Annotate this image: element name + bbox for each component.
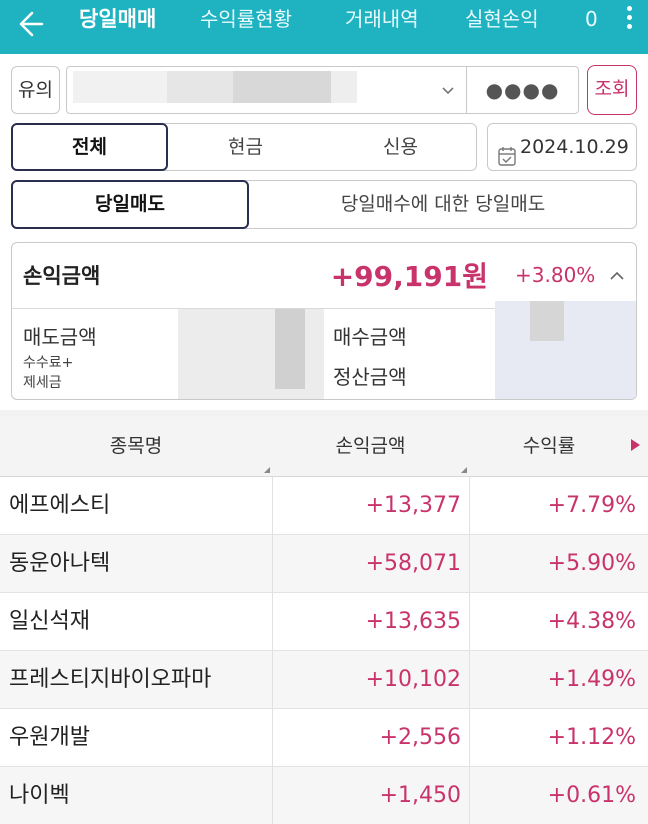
tab-cash[interactable]: 현금 [228, 136, 263, 158]
table-row[interactable]: 우원개발 +2,556 +1.12% [0, 709, 648, 767]
masked-account-number [73, 71, 168, 103]
pl-label: 손익금액 [23, 264, 101, 288]
tax-label: 제세금 [23, 375, 62, 391]
stock-name: 우원개발 [9, 725, 90, 750]
masked-buy-values [495, 301, 636, 399]
masked-buy-values [530, 301, 564, 341]
table-row[interactable]: 나이벡 +1,450 +0.61% [0, 767, 648, 824]
sell-amount-label: 매도금액 [23, 325, 97, 349]
summary-header[interactable]: 손익금액 +99,191원 +3.80% [12, 243, 636, 309]
chevron-down-icon[interactable] [441, 82, 455, 96]
sell-type-segment: 당일매도 당일매수에 대한 당일매도 [11, 180, 637, 229]
pl-amount: +99,191원 [330, 260, 488, 293]
search-button[interactable]: 조회 [587, 65, 637, 115]
calendar-icon [498, 137, 516, 166]
pl-amount-cell: +2,556 [272, 709, 462, 766]
tab-realized-pl[interactable]: 실현손익 [465, 7, 539, 31]
masked-sell-values [275, 309, 305, 389]
tab-today-sell-of-today-buy[interactable]: 당일매수에 대한 당일매도 [340, 193, 546, 215]
tab-today-trade[interactable]: 당일매매 [79, 7, 157, 31]
password-field[interactable]: ●●●● [466, 66, 579, 114]
tab-credit[interactable]: 신용 [383, 136, 418, 158]
sort-corner-icon [264, 467, 270, 473]
return-rate-cell: +1.49% [469, 651, 636, 708]
masked-account-number [167, 71, 233, 103]
masked-account-number [331, 71, 357, 103]
col-header-name[interactable]: 종목명 [0, 416, 272, 476]
buy-amount-label: 매수금액 [333, 325, 407, 349]
top-nav: 당일매매 수익률현황 거래내역 실현손익 0 [0, 0, 648, 54]
return-rate-cell: +4.38% [469, 593, 636, 650]
table-row[interactable]: 동운아나텍 +58,071 +5.90% [0, 535, 648, 593]
table-row[interactable]: 에프에스티 +13,377 +7.79% [0, 477, 648, 535]
settle-amount-label: 정산금액 [333, 365, 407, 389]
stock-name: 동운아나텍 [9, 551, 111, 576]
back-arrow-icon[interactable] [10, 6, 46, 42]
date-picker[interactable]: 2024.10.29 [487, 123, 637, 171]
stock-name: 에프에스티 [9, 493, 111, 518]
fee-label: 수수료+ [23, 355, 74, 371]
stock-name: 일신석재 [9, 609, 90, 634]
tab-trade-history[interactable]: 거래내역 [345, 7, 419, 31]
pl-amount-cell: +13,377 [272, 477, 462, 534]
pl-amount-cell: +13,635 [272, 593, 462, 650]
table-row[interactable]: 일신석재 +13,635 +4.38% [0, 593, 648, 651]
tab-all[interactable]: 전체 [11, 123, 168, 171]
tab-return-status[interactable]: 수익률현황 [200, 7, 292, 31]
sort-corner-icon [461, 467, 467, 473]
summary-card: 손익금액 +99,191원 +3.80% 매도금액 수수료+ 제세금 매수금액 … [11, 242, 637, 400]
table-header: 종목명 손익금액 수익률 [0, 416, 648, 477]
col-header-rate[interactable]: 수익률 [522, 435, 576, 457]
more-menu-icon[interactable] [619, 2, 639, 36]
tab-today-sell[interactable]: 당일매도 [11, 180, 249, 229]
pl-amount-cell: +58,071 [272, 535, 462, 592]
col-header-pl[interactable]: 손익금액 [272, 416, 469, 476]
masked-account-number [233, 71, 331, 103]
tab-more-partial[interactable]: 0 [585, 7, 598, 31]
table-row[interactable]: 프레스티지바이오파마 +10,102 +1.49% [0, 651, 648, 709]
date-value: 2024.10.29 [520, 136, 629, 158]
pl-amount-cell: +1,450 [272, 767, 462, 824]
return-rate-cell: +7.79% [469, 477, 636, 534]
account-select[interactable] [66, 66, 466, 114]
pl-rate: +3.80% [515, 263, 596, 287]
pl-amount-cell: +10,102 [272, 651, 462, 708]
scroll-right-icon[interactable] [631, 439, 640, 451]
account-type-button[interactable]: 유의 [11, 66, 60, 114]
stock-name: 나이벡 [9, 783, 70, 808]
return-rate-cell: +0.61% [469, 767, 636, 824]
chevron-up-icon[interactable] [609, 267, 625, 280]
section-divider [0, 410, 648, 416]
stock-name: 프레스티지바이오파마 [9, 667, 212, 692]
return-rate-cell: +1.12% [469, 709, 636, 766]
trade-type-segment: 전체 현금 신용 [11, 123, 477, 171]
return-rate-cell: +5.90% [469, 535, 636, 592]
